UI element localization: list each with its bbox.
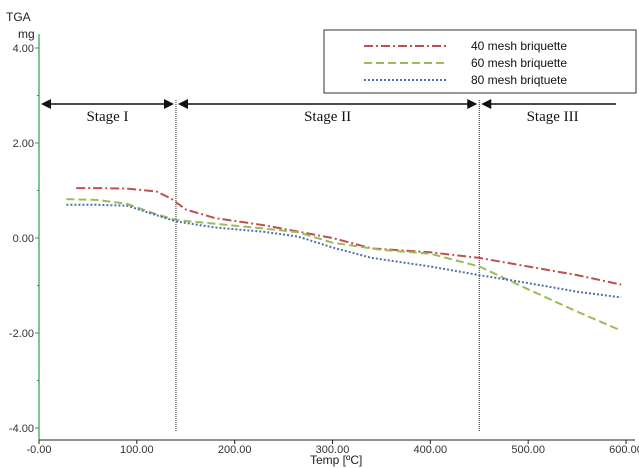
x-tick-label: 100.00: [120, 444, 154, 456]
x-ticks: -0.00 100.00 200.00 300.00 400.00 500.00 600.0…: [26, 440, 639, 456]
stage-boundaries: [175, 100, 480, 432]
series-line-3: [66, 203, 622, 299]
arrow-head: [177, 99, 188, 109]
stage-arrows: Stage I Stage II Stage III: [41, 99, 616, 125]
legend-label: 80 mesh briqtuete: [471, 73, 567, 87]
arrow-head: [481, 99, 492, 109]
x-tick-label: 600.00: [609, 444, 639, 456]
x-tick-label: 500.00: [511, 444, 545, 456]
x-axis-title: Temp [ºC]: [310, 453, 362, 467]
y-tick-label: 4.00: [13, 43, 34, 55]
legend-label: 60 mesh briquette: [471, 56, 567, 70]
series-line-2: [66, 198, 622, 332]
x-tick-label: 300.00: [316, 444, 350, 456]
y-axis-unit: mg: [18, 27, 35, 41]
y-tick-label: 2.00: [13, 138, 34, 150]
y-tick-label: -2.00: [9, 328, 34, 340]
y-tick-label: -4.00: [9, 423, 34, 435]
series-lines: [66, 187, 622, 332]
stage-label: Stage II: [304, 109, 351, 125]
arrow-head: [41, 99, 51, 109]
arrow-head: [467, 99, 478, 109]
y-axis-title: TGA: [6, 10, 31, 24]
x-tick-label: -0.00: [26, 444, 51, 456]
stage-label: Stage I: [86, 109, 128, 125]
y-ticks: 4.00 2.00 0.00 -2.00 -4.00: [9, 43, 39, 435]
stage-label: Stage III: [527, 109, 579, 125]
series-line-1: [76, 187, 622, 286]
legend: 40 mesh briquette 60 mesh briquette 80 mes…: [323, 29, 637, 94]
legend-label: 40 mesh briquette: [471, 39, 567, 53]
arrow-head: [163, 99, 174, 109]
x-tick-label: 400.00: [414, 444, 448, 456]
y-tick-label: 0.00: [13, 233, 34, 245]
legend-box: [323, 29, 637, 94]
x-tick-label: 200.00: [218, 444, 252, 456]
